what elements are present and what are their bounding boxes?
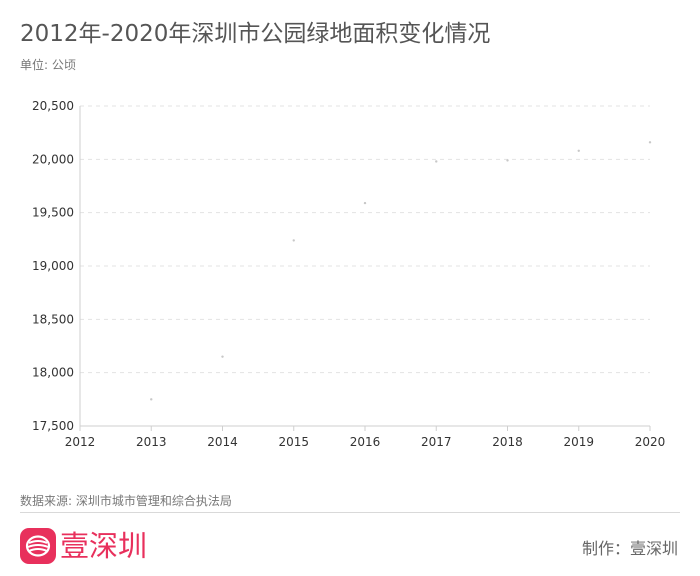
unit-label: 单位: 公顷 — [20, 58, 76, 72]
scatter-chart: 17,500 18,000 18,500 19,000 19,500 20,000 20,5… — [32, 99, 666, 449]
data-source: 数据来源: 深圳市城市管理和综合执法局 — [20, 494, 232, 508]
x-tick-label: 2014 — [207, 435, 238, 449]
x-tick-label: 2016 — [350, 435, 381, 449]
x-tick-label: 2012 — [65, 435, 96, 449]
y-tick-label: 19,500 — [32, 206, 74, 220]
data-point — [506, 159, 509, 162]
x-tick-label: 2018 — [492, 435, 523, 449]
y-tick-label: 18,500 — [32, 312, 74, 326]
x-tick-label: 2020 — [635, 435, 666, 449]
y-tick-label: 18,000 — [32, 366, 74, 380]
x-tick-label: 2017 — [421, 435, 452, 449]
x-tick-label: 2015 — [278, 435, 309, 449]
data-point — [150, 398, 153, 401]
brand-name: 壹深圳 — [60, 529, 148, 563]
footer-divider — [20, 512, 680, 513]
data-point — [435, 160, 438, 163]
x-tick-label: 2013 — [136, 435, 167, 449]
maker-credit: 制作：壹深圳 — [581, 539, 678, 558]
y-tick-label: 20,000 — [32, 152, 74, 166]
data-point — [648, 141, 652, 144]
brand-logo: 壹深圳 — [20, 528, 147, 564]
x-tick-label: 2019 — [563, 435, 594, 449]
data-point — [221, 355, 224, 358]
y-tick-label: 17,500 — [32, 419, 74, 433]
brand-mark-icon — [20, 528, 56, 564]
data-point — [292, 239, 295, 242]
data-point — [577, 149, 580, 152]
data-point — [363, 201, 367, 205]
y-tick-label: 20,500 — [32, 99, 74, 113]
y-tick-label: 19,000 — [32, 259, 74, 273]
chart-title: 2012年-2020年深圳市公园绿地面积变化情况 — [20, 21, 491, 47]
